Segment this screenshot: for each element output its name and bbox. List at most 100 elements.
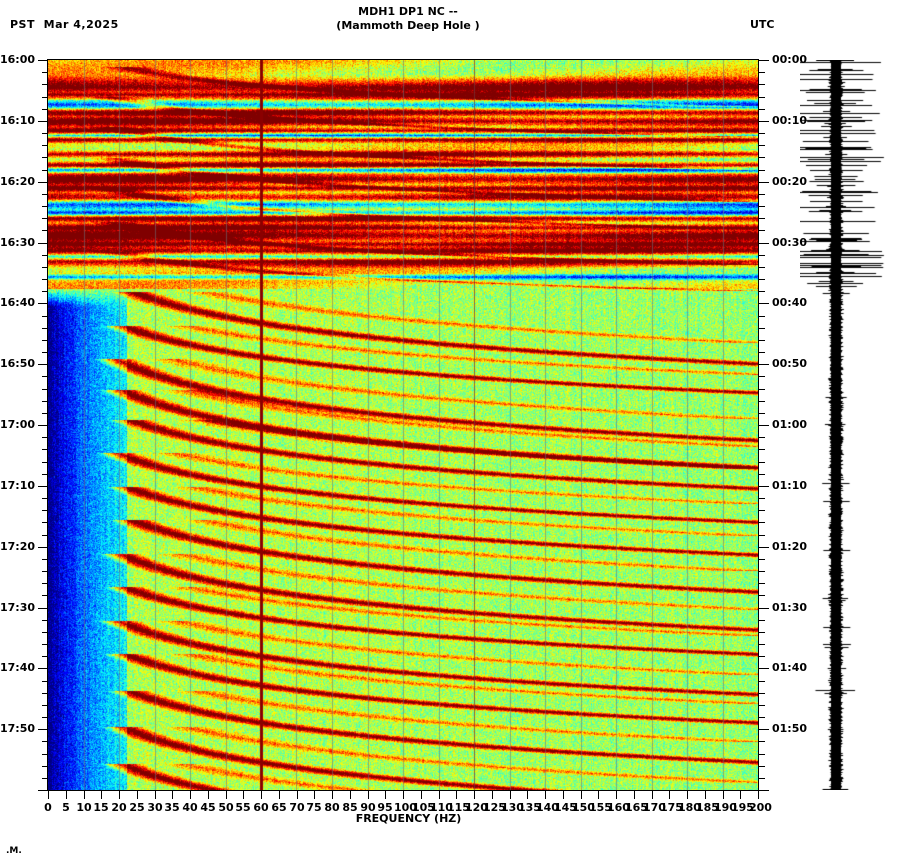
y-axis-right-major-tick bbox=[759, 729, 769, 730]
y-axis-right-minor-tick bbox=[759, 291, 765, 292]
header-right-timezone: UTC bbox=[750, 18, 775, 31]
page-title: MDH1 DP1 NC -- bbox=[0, 5, 902, 18]
y-axis-left-minor-tick bbox=[42, 474, 48, 475]
y-axis-left-minor-tick bbox=[42, 522, 48, 523]
y-axis-right-minor-tick bbox=[759, 681, 765, 682]
y-axis-right-minor-tick bbox=[759, 97, 765, 98]
x-axis-label: 15 bbox=[93, 801, 109, 814]
y-axis-left-minor-tick bbox=[42, 462, 48, 463]
x-axis-tick bbox=[243, 791, 244, 799]
y-axis-left-minor-tick bbox=[42, 766, 48, 767]
y-axis-left-minor-tick bbox=[42, 595, 48, 596]
y-axis-left-minor-tick bbox=[42, 157, 48, 158]
x-axis-tick bbox=[137, 791, 138, 799]
y-axis-left-label: 16:00 bbox=[0, 53, 36, 66]
y-axis-left-minor-tick bbox=[42, 376, 48, 377]
x-axis-label: 85 bbox=[342, 801, 358, 814]
y-axis-right-label: 01:20 bbox=[772, 540, 808, 553]
x-axis-tick bbox=[279, 791, 280, 799]
y-axis-left-minor-tick bbox=[42, 413, 48, 414]
y-axis-right-major-tick bbox=[759, 790, 769, 791]
x-axis-label: 190 bbox=[714, 801, 737, 814]
y-axis-left-minor-tick bbox=[42, 571, 48, 572]
y-axis-left-minor-tick bbox=[42, 291, 48, 292]
y-axis-right-minor-tick bbox=[759, 571, 765, 572]
y-axis-left-minor-tick bbox=[42, 583, 48, 584]
x-axis-title-text: FREQUENCY (HZ) bbox=[355, 812, 462, 825]
y-axis-left-label: 17:40 bbox=[0, 661, 36, 674]
y-axis-right-major-tick bbox=[759, 608, 769, 609]
y-axis-left-minor-tick bbox=[42, 620, 48, 621]
y-axis-left-minor-tick bbox=[42, 218, 48, 219]
y-axis-left-minor-tick bbox=[42, 328, 48, 329]
y-axis-right-major-tick bbox=[759, 60, 769, 61]
y-axis-right-minor-tick bbox=[759, 559, 765, 560]
y-axis-right-minor-tick bbox=[759, 437, 765, 438]
y-axis-left-label: 17:30 bbox=[0, 601, 36, 614]
spectrogram-plot[interactable] bbox=[48, 60, 758, 790]
y-axis-right-major-tick bbox=[759, 486, 769, 487]
page-title-text: MDH1 DP1 NC -- bbox=[358, 5, 458, 18]
x-axis-label: 95 bbox=[377, 801, 393, 814]
y-axis-right-minor-tick bbox=[759, 693, 765, 694]
x-axis-label: 5 bbox=[62, 801, 70, 814]
y-axis-left-minor-tick bbox=[42, 437, 48, 438]
y-axis-right-label: 00:20 bbox=[772, 175, 808, 188]
y-axis-left-minor-tick bbox=[42, 535, 48, 536]
x-axis-label: 65 bbox=[271, 801, 287, 814]
y-axis-right-minor-tick bbox=[759, 145, 765, 146]
seismogram-trace[interactable] bbox=[800, 60, 900, 790]
y-axis-right-minor-tick bbox=[759, 267, 765, 268]
x-axis-tick bbox=[226, 791, 227, 799]
y-axis-right-minor-tick bbox=[759, 583, 765, 584]
y-axis-left-label: 16:30 bbox=[0, 236, 36, 249]
x-axis-tick bbox=[48, 791, 49, 799]
y-axis-right-minor-tick bbox=[759, 498, 765, 499]
y-axis-right-label: 01:10 bbox=[772, 479, 808, 492]
x-axis-label: 75 bbox=[306, 801, 322, 814]
spectrogram-canvas[interactable] bbox=[48, 60, 758, 790]
y-axis-left-minor-tick bbox=[42, 279, 48, 280]
x-axis-tick bbox=[740, 791, 741, 799]
y-axis-left-minor-tick bbox=[42, 84, 48, 85]
y-axis-right-minor-tick bbox=[759, 218, 765, 219]
seismogram-canvas[interactable] bbox=[800, 60, 900, 790]
y-axis-right-minor-tick bbox=[759, 352, 765, 353]
x-axis-tick bbox=[172, 791, 173, 799]
x-axis-label: 155 bbox=[589, 801, 612, 814]
y-axis-right-minor-tick bbox=[759, 109, 765, 110]
x-axis-tick bbox=[563, 791, 564, 799]
y-axis-left-major-tick bbox=[38, 547, 48, 548]
y-axis-right-minor-tick bbox=[759, 522, 765, 523]
y-axis-left-minor-tick bbox=[42, 267, 48, 268]
x-axis-tick bbox=[474, 791, 475, 799]
x-axis-label: 160 bbox=[607, 801, 630, 814]
y-axis-right-minor-tick bbox=[759, 644, 765, 645]
header-left-timezone-date: PST Mar 4,2025 bbox=[10, 18, 119, 31]
y-axis-left-minor-tick bbox=[42, 389, 48, 390]
x-axis-label: 200 bbox=[749, 801, 772, 814]
y-axis-left-label: 16:20 bbox=[0, 175, 36, 188]
y-axis-left-minor-tick bbox=[42, 705, 48, 706]
y-axis-left-minor-tick bbox=[42, 681, 48, 682]
x-axis-tick bbox=[66, 791, 67, 799]
y-axis-left-minor-tick bbox=[42, 498, 48, 499]
y-axis-left-minor-tick bbox=[42, 754, 48, 755]
y-axis-left-label: 16:50 bbox=[0, 357, 36, 370]
y-axis-right-label: 00:10 bbox=[772, 114, 808, 127]
y-axis-left-minor-tick bbox=[42, 97, 48, 98]
x-axis-tick bbox=[598, 791, 599, 799]
x-axis-tick bbox=[439, 791, 440, 799]
x-axis-tick bbox=[510, 791, 511, 799]
x-axis-title: FREQUENCY (HZ) bbox=[0, 812, 902, 825]
y-axis-right-minor-tick bbox=[759, 194, 765, 195]
x-axis-label: 10 bbox=[76, 801, 92, 814]
x-axis-label: 165 bbox=[625, 801, 648, 814]
y-axis-right-minor-tick bbox=[759, 741, 765, 742]
y-axis-right-minor-tick bbox=[759, 328, 765, 329]
y-axis-left-minor-tick bbox=[42, 352, 48, 353]
y-axis-left-label: 17:10 bbox=[0, 479, 36, 492]
x-axis-label: 20 bbox=[111, 801, 127, 814]
x-axis-label: 135 bbox=[518, 801, 541, 814]
y-axis-left-minor-tick bbox=[42, 145, 48, 146]
